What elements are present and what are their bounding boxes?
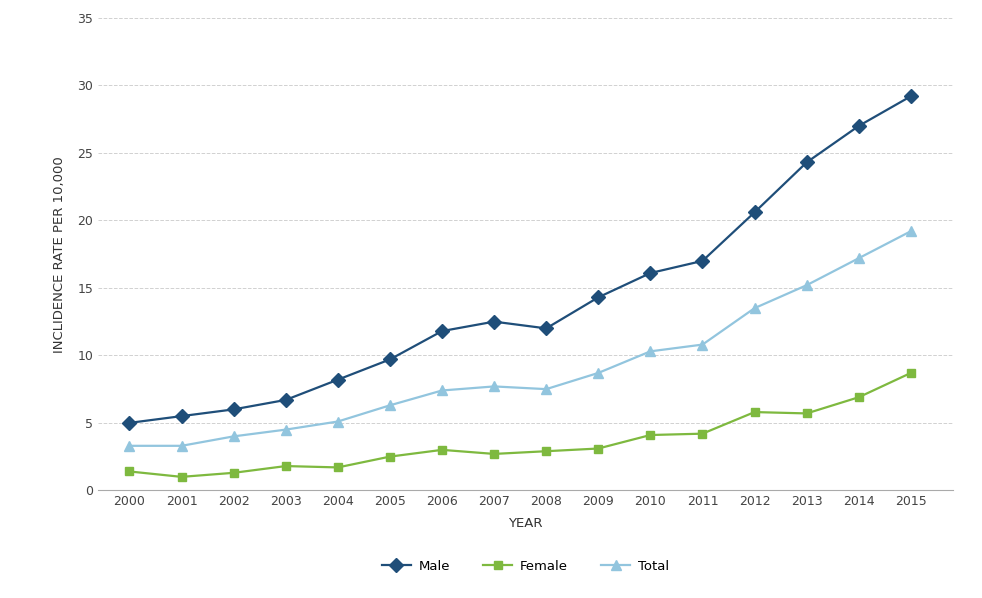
Total — [488, 383, 500, 390]
Male — [384, 356, 396, 363]
Female — [853, 393, 865, 401]
Male — [280, 396, 292, 404]
Total — [748, 304, 760, 312]
Male — [644, 270, 656, 277]
Female — [592, 445, 604, 452]
Total — [228, 433, 240, 440]
Total — [905, 228, 917, 235]
Female — [644, 431, 656, 438]
Male — [228, 406, 240, 413]
Female — [176, 473, 188, 480]
Male — [332, 376, 344, 383]
Female — [384, 453, 396, 460]
Male — [540, 325, 552, 332]
Y-axis label: INCLIDENCE RATE PER 10,000: INCLIDENCE RATE PER 10,000 — [53, 155, 67, 353]
Female — [696, 430, 708, 437]
Total — [384, 402, 396, 409]
Male — [748, 209, 760, 216]
X-axis label: YEAR: YEAR — [508, 517, 543, 530]
Female — [540, 448, 552, 455]
Male — [124, 419, 136, 426]
Total — [176, 443, 188, 450]
Male — [176, 413, 188, 420]
Male — [800, 159, 812, 166]
Female — [228, 469, 240, 477]
Female — [124, 468, 136, 475]
Line: Female: Female — [126, 369, 915, 481]
Total — [436, 387, 448, 394]
Legend: Male, Female, Total: Male, Female, Total — [376, 555, 675, 578]
Total — [644, 348, 656, 355]
Male — [905, 93, 917, 100]
Female — [332, 464, 344, 471]
Male — [436, 328, 448, 335]
Total — [124, 443, 136, 450]
Total — [332, 418, 344, 425]
Line: Total: Total — [125, 226, 916, 451]
Female — [748, 408, 760, 416]
Male — [853, 123, 865, 130]
Female — [905, 370, 917, 377]
Female — [280, 462, 292, 469]
Total — [800, 282, 812, 289]
Total — [280, 426, 292, 433]
Total — [592, 370, 604, 377]
Total — [696, 341, 708, 348]
Total — [540, 386, 552, 393]
Line: Male: Male — [125, 91, 916, 428]
Male — [488, 318, 500, 325]
Female — [488, 450, 500, 457]
Female — [436, 446, 448, 453]
Male — [696, 257, 708, 264]
Male — [592, 294, 604, 301]
Total — [853, 255, 865, 262]
Female — [800, 410, 812, 417]
